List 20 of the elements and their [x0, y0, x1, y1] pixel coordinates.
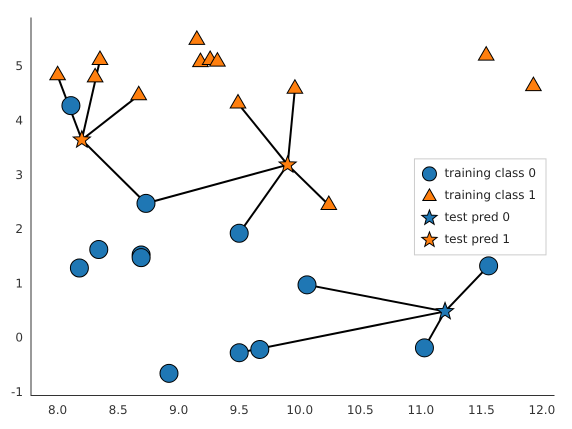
- y-tick-label: 0: [15, 330, 23, 345]
- y-tick-label: 2: [15, 222, 23, 236]
- x-tick-label: 8.5: [108, 402, 128, 417]
- legend-label: training class 1: [444, 188, 536, 202]
- x-tick-label: 9.5: [230, 402, 249, 417]
- x-tick-label: 12.0: [528, 402, 556, 417]
- y-tick-label: -1: [10, 385, 23, 400]
- y-tick-label: 4: [15, 114, 23, 128]
- legend-label: test pred 1: [444, 232, 510, 246]
- y-tick-label: 5: [15, 59, 23, 74]
- x-tick-label: 8.0: [48, 402, 68, 417]
- y-tick-label: 1: [15, 276, 23, 290]
- x-tick-label: 11.0: [407, 402, 434, 417]
- x-tick-label: 10.5: [346, 402, 374, 417]
- y-tick-label: 3: [15, 168, 23, 182]
- x-tick-label: 9.0: [169, 402, 188, 417]
- x-tick-label: 11.5: [468, 402, 495, 417]
- legend-label: test pred 0: [444, 210, 510, 224]
- legend-label: training class 0: [444, 166, 536, 180]
- x-tick-label: 10.0: [286, 402, 314, 417]
